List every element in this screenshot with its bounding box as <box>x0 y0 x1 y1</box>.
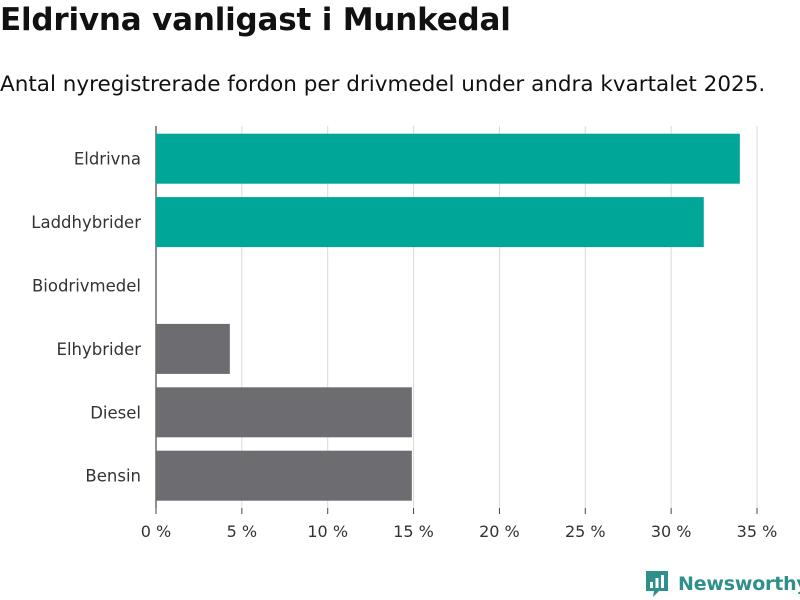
x-tick-label: 35 % <box>737 522 778 541</box>
bar-eldrivna <box>156 133 740 184</box>
bar-bensin <box>156 450 412 501</box>
category-label: Diesel <box>90 403 141 422</box>
x-axis-ticks: 0 % 5 % 10 % 15 % 20 % 25 % 30 % 35 % <box>141 508 778 541</box>
category-labels: Eldrivna Laddhybrider Biodrivmedel Elhybrid… <box>31 150 141 486</box>
x-tick-label: 5 % <box>227 522 257 541</box>
x-tick-label: 30 % <box>651 522 692 541</box>
gridlines <box>155 126 758 508</box>
x-tick-label: 10 % <box>307 522 348 541</box>
brand-name: Newsworthy <box>678 573 800 595</box>
category-label: Bensin <box>85 467 141 486</box>
bar-chart: Eldrivna Laddhybrider Biodrivmedel Elhybrid… <box>31 126 778 541</box>
x-tick-label: 20 % <box>479 522 520 541</box>
brand-logo: Newsworthy <box>644 569 800 599</box>
x-tick-label: 0 % <box>141 522 171 541</box>
chart-title: Eldrivna vanligast i Munkedal <box>0 2 511 38</box>
category-label: Biodrivmedel <box>32 277 141 296</box>
bar-laddhybrider <box>156 197 704 248</box>
category-label: Elhybrider <box>57 340 142 359</box>
x-tick-label: 25 % <box>565 522 606 541</box>
newsworthy-logo-icon <box>646 571 668 597</box>
category-label: Eldrivna <box>74 150 141 169</box>
category-label: Laddhybrider <box>31 213 141 232</box>
bar-elhybrider <box>156 323 230 374</box>
bars <box>156 133 740 501</box>
chart-subtitle: Antal nyregistrerade fordon per drivmede… <box>0 72 766 97</box>
x-tick-label: 15 % <box>393 522 434 541</box>
bar-diesel <box>156 387 412 438</box>
